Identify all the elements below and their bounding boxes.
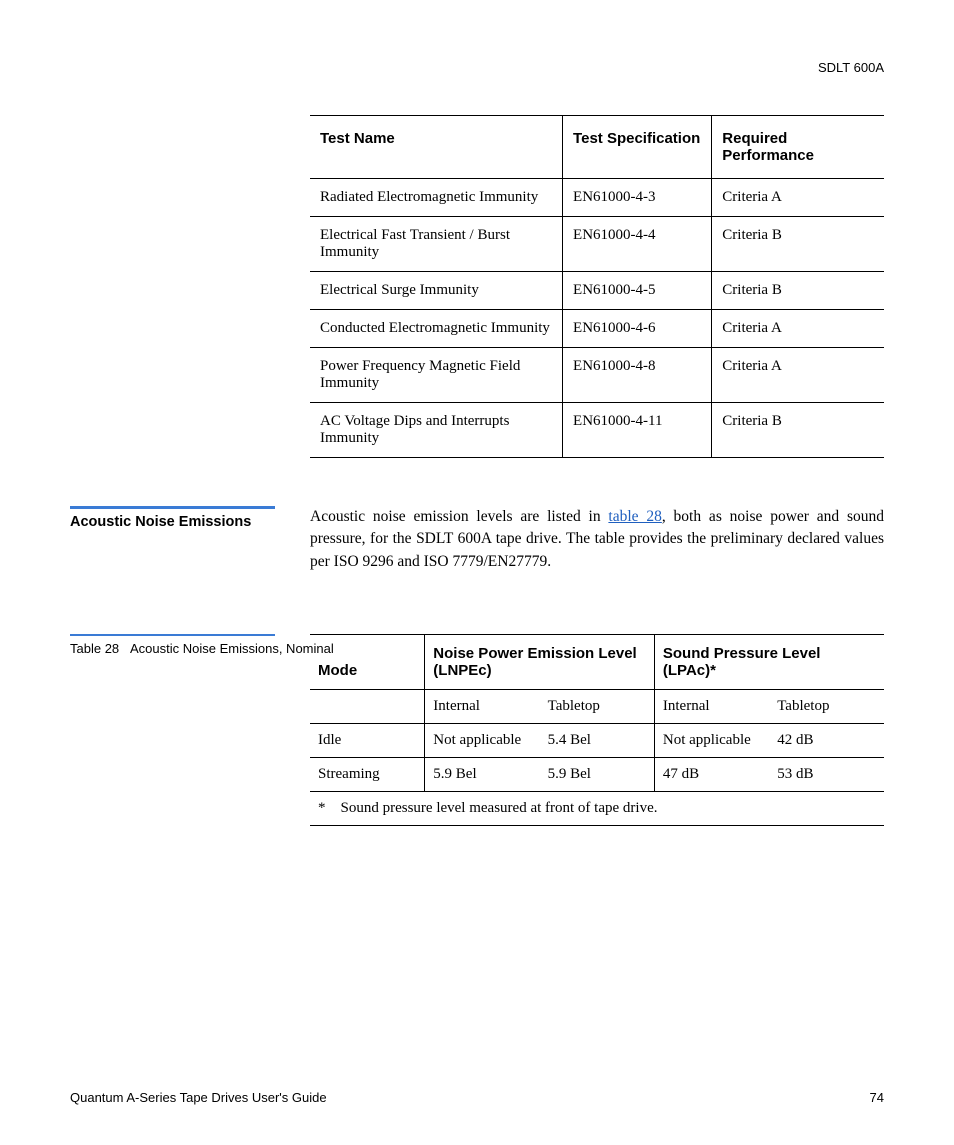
table-row: Electrical Fast Transient / Burst Immuni… (310, 217, 884, 272)
table1-cell-perf: Criteria B (712, 272, 884, 310)
table1-cell-perf: Criteria A (712, 348, 884, 403)
table1-cell-name: AC Voltage Dips and Interrupts Immunity (310, 403, 563, 458)
page-header-label: SDLT 600A (70, 60, 884, 75)
section-body: Acoustic noise emission levels are liste… (310, 506, 884, 586)
table1-cell-spec: EN61000-4-4 (563, 217, 712, 272)
table1-cell-spec: EN61000-4-3 (563, 179, 712, 217)
table1-cell-name: Electrical Surge Immunity (310, 272, 563, 310)
immunity-table: Test Name Test Specification Required Pe… (310, 115, 884, 458)
page-footer: Quantum A-Series Tape Drives User's Guid… (70, 1090, 884, 1105)
table1-cell-perf: Criteria A (712, 179, 884, 217)
table2-sub-2: Tabletop (540, 690, 655, 724)
table2-sub-4: Tabletop (769, 690, 884, 724)
table2-col-noise-power: Noise Power Emission Level (LNPEc) (425, 635, 655, 690)
table1-cell-name: Power Frequency Magnetic Field Immunity (310, 348, 563, 403)
footnote-marker: * (318, 800, 326, 816)
immunity-table-wrap: Test Name Test Specification Required Pe… (310, 115, 884, 458)
table2-r1c2: 5.9 Bel (540, 758, 655, 792)
table2-r0c3: Not applicable (654, 724, 769, 758)
table1-cell-spec: EN61000-4-8 (563, 348, 712, 403)
table1-cell-perf: Criteria B (712, 217, 884, 272)
table2-r1c0: Streaming (310, 758, 425, 792)
table1-cell-perf: Criteria B (712, 403, 884, 458)
table-row: Streaming 5.9 Bel 5.9 Bel 47 dB 53 dB (310, 758, 884, 792)
table-28-link[interactable]: table 28 (608, 508, 661, 525)
table2-subheader-row: Internal Tabletop Internal Tabletop (310, 690, 884, 724)
table2-r0c1: Not applicable (425, 724, 540, 758)
acoustic-table-wrap: Mode Noise Power Emission Level (LNPEc) … (310, 634, 884, 826)
table-caption-text: Acoustic Noise Emissions, Nominal (130, 641, 334, 656)
table-caption: Table 28 Acoustic Noise Emissions, Nomin… (70, 640, 334, 658)
table1-cell-spec: EN61000-4-6 (563, 310, 712, 348)
table-row: Radiated Electromagnetic ImmunityEN61000… (310, 179, 884, 217)
table-caption-label: Table 28 (70, 641, 119, 656)
table1-col-perf: Required Performance (712, 116, 884, 179)
table2-r1c3: 47 dB (654, 758, 769, 792)
table-row: Conducted Electromagnetic ImmunityEN6100… (310, 310, 884, 348)
table1-cell-spec: EN61000-4-11 (563, 403, 712, 458)
section-rule (70, 506, 275, 509)
table2-sub-1: Internal (425, 690, 540, 724)
table2-r0c2: 5.4 Bel (540, 724, 655, 758)
table2-sub-0 (310, 690, 425, 724)
table1-cell-perf: Criteria A (712, 310, 884, 348)
table-caption-rule (70, 634, 275, 636)
table2-col-sound-pressure: Sound Pressure Level (LPAc)* (654, 635, 884, 690)
table2-r0c4: 42 dB (769, 724, 884, 758)
section-heading: Acoustic Noise Emissions (70, 513, 275, 532)
footer-right: 74 (870, 1090, 884, 1105)
table2-sub-3: Internal (654, 690, 769, 724)
table-row: Idle Not applicable 5.4 Bel Not applicab… (310, 724, 884, 758)
table2-r0c0: Idle (310, 724, 425, 758)
table1-cell-name: Radiated Electromagnetic Immunity (310, 179, 563, 217)
table2-footnote-row: * Sound pressure level measured at front… (310, 792, 884, 826)
table1-cell-spec: EN61000-4-5 (563, 272, 712, 310)
footnote-text: Sound pressure level measured at front o… (341, 800, 658, 816)
footer-left: Quantum A-Series Tape Drives User's Guid… (70, 1090, 327, 1105)
table1-col-test-name: Test Name (310, 116, 563, 179)
table1-col-spec: Test Specification (563, 116, 712, 179)
section-heading-block: Acoustic Noise Emissions (70, 506, 275, 532)
table1-cell-name: Conducted Electromagnetic Immunity (310, 310, 563, 348)
table-row: Power Frequency Magnetic Field ImmunityE… (310, 348, 884, 403)
table2-r1c4: 53 dB (769, 758, 884, 792)
table2-r1c1: 5.9 Bel (425, 758, 540, 792)
table1-cell-name: Electrical Fast Transient / Burst Immuni… (310, 217, 563, 272)
acoustic-table: Mode Noise Power Emission Level (LNPEc) … (310, 634, 884, 826)
table-row: Electrical Surge ImmunityEN61000-4-5Crit… (310, 272, 884, 310)
table-row: AC Voltage Dips and Interrupts ImmunityE… (310, 403, 884, 458)
body-text-pre: Acoustic noise emission levels are liste… (310, 508, 608, 525)
table-caption-block: Table 28 Acoustic Noise Emissions, Nomin… (70, 634, 334, 657)
